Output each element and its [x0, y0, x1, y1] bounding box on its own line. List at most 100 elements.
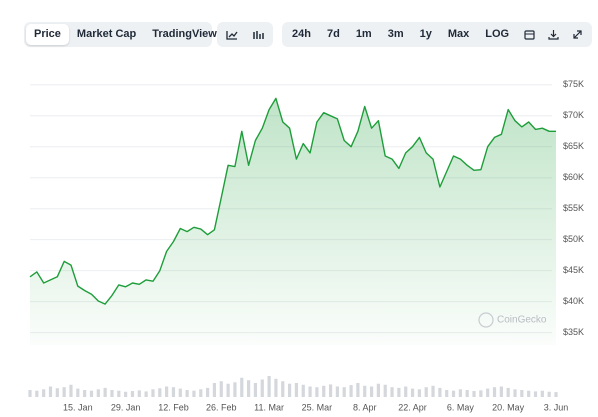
volume-bar	[349, 385, 353, 397]
volume-bar	[124, 391, 128, 397]
volume-bar	[513, 389, 517, 397]
volume-bar	[240, 377, 244, 397]
x-tick-label: 6. May	[447, 402, 475, 412]
view-button[interactable]: Price	[26, 24, 69, 45]
volume-bar	[274, 378, 278, 397]
x-tick-label: 8. Apr	[353, 402, 377, 412]
volume-bar	[369, 386, 374, 397]
volume-bar	[547, 391, 551, 397]
y-tick-label: $35K	[563, 327, 584, 337]
volume-bar	[199, 389, 203, 397]
volume-bar	[315, 387, 319, 397]
volume-bar	[335, 386, 340, 397]
volume-bar	[48, 386, 53, 397]
y-tick-label: $50K	[563, 234, 584, 244]
volume-bar	[96, 389, 100, 397]
x-tick-label: 20. May	[492, 402, 525, 412]
x-tick-label: 12. Feb	[158, 402, 189, 412]
volume-bar	[363, 385, 367, 397]
volume-bar	[431, 385, 435, 397]
volume-bar	[533, 391, 538, 397]
range-button[interactable]: 1y	[419, 28, 432, 40]
x-tick-label: 15. Jan	[63, 402, 93, 412]
range-button[interactable]: 24h	[292, 28, 311, 40]
price-line	[29, 97, 556, 305]
volume-bar	[267, 376, 271, 397]
volume-bar	[130, 391, 135, 397]
volume-bar	[110, 390, 114, 397]
volume-bar	[28, 390, 32, 397]
volume-bar	[144, 391, 148, 397]
range-button[interactable]: Max	[447, 28, 470, 40]
view-button[interactable]: Market Cap	[76, 28, 137, 40]
volume-bar	[35, 390, 39, 397]
price-area	[30, 98, 556, 346]
fullscreen-icon[interactable]	[566, 24, 590, 45]
y-tick-label: $45K	[563, 265, 584, 275]
x-tick-label: 25. Mar	[302, 402, 333, 412]
chart-style-switch	[217, 22, 273, 47]
range-button[interactable]: 7d	[326, 28, 340, 40]
volume-bar	[233, 382, 237, 397]
volume-bar	[479, 390, 483, 397]
volume-bar	[499, 386, 503, 397]
volume-bar	[356, 383, 360, 397]
x-tick-label: 22. Apr	[398, 402, 427, 412]
volume-bar	[390, 387, 394, 397]
volume-bar	[486, 388, 490, 397]
volume-bar	[137, 390, 141, 397]
view-switch: Price Market Cap TradingView	[24, 22, 217, 47]
volume-bar	[472, 391, 476, 397]
y-tick-label: $75K	[563, 79, 584, 89]
volume-bar	[451, 390, 456, 397]
volume-bar	[410, 388, 415, 397]
y-tick-label: $40K	[563, 296, 584, 306]
volume-bar	[506, 387, 510, 397]
volume-bar	[301, 384, 305, 397]
download-icon[interactable]	[541, 24, 565, 45]
calendar-icon[interactable]	[517, 24, 541, 45]
volume-bar	[178, 388, 182, 397]
volume-bar	[246, 380, 251, 397]
volume-bar	[89, 390, 94, 397]
volume-bar	[171, 387, 176, 397]
volume-bar	[212, 383, 217, 397]
volume-bar	[308, 386, 312, 397]
volume-bar	[540, 390, 544, 397]
volume-bar	[69, 384, 73, 397]
view-button[interactable]: TradingView	[152, 28, 217, 40]
volume-bar	[458, 389, 462, 397]
volume-bar	[165, 386, 169, 397]
volume-bar	[294, 383, 299, 397]
volume-bar	[83, 390, 87, 397]
volume-bar	[424, 387, 428, 397]
volume-bar	[185, 390, 189, 397]
volume-bar	[76, 388, 80, 397]
volume-bar	[492, 387, 497, 397]
x-tick-label: 29. Jan	[111, 402, 141, 412]
y-tick-label: $65K	[563, 141, 584, 151]
volume-bar	[192, 390, 196, 397]
range-switch: 24h 7d 1m 3m 1y Max LOG	[282, 22, 592, 47]
volume-bar	[445, 390, 449, 397]
volume-bar	[260, 379, 264, 397]
line-chart-icon[interactable]	[219, 24, 245, 45]
watermark: CoinGecko	[478, 312, 547, 328]
volume-bar	[281, 381, 285, 397]
range-button[interactable]: 1m	[355, 28, 372, 40]
volume-bar	[253, 383, 258, 397]
volume-bar	[342, 387, 346, 397]
volume-bar	[55, 388, 59, 397]
x-tick-label: 26. Feb	[206, 402, 237, 412]
candle-chart-icon[interactable]	[245, 24, 271, 45]
volume-bar	[554, 392, 558, 397]
volume-bar	[328, 384, 333, 397]
volume-bar	[206, 387, 210, 397]
range-button[interactable]: 3m	[387, 28, 404, 40]
volume-bar	[376, 383, 380, 397]
x-tick-label: 11. Mar	[254, 402, 284, 412]
log-button[interactable]: LOG	[485, 28, 510, 40]
volume-bar	[287, 383, 292, 397]
